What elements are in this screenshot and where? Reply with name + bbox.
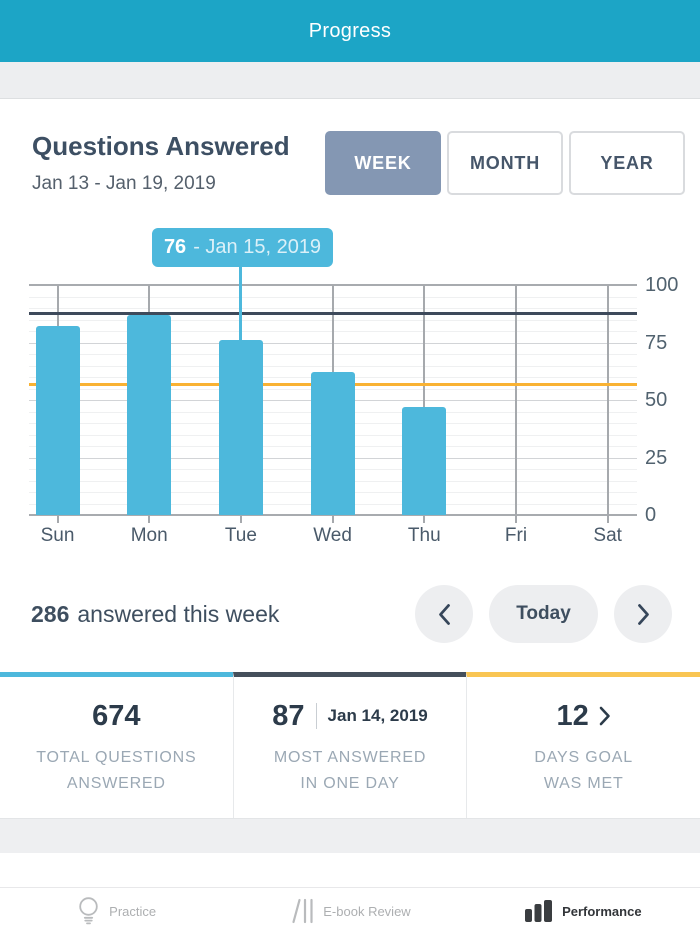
- stat-label-line1: TOTAL QUESTIONS: [36, 749, 197, 766]
- bar-wed[interactable]: [310, 372, 355, 515]
- x-axis-labels: Sun Mon Tue Wed Thu Fri Sat: [29, 525, 637, 551]
- x-axis-label: Wed: [313, 525, 352, 546]
- stat-label-line2: ANSWERED: [66, 774, 166, 792]
- y-axis-label: 50: [645, 389, 668, 411]
- plot-area: [29, 284, 637, 523]
- x-axis-label: Mon: [130, 525, 168, 546]
- chart-region: 76 - Jan 15, 2019 Sun Mon Tue Wed Thu Fri Sat …: [0, 228, 700, 555]
- tab-month[interactable]: MONTH: [447, 131, 563, 195]
- app-header: Progress: [0, 0, 700, 62]
- day-gridline: [606, 285, 609, 523]
- tab-label: Performance: [562, 903, 642, 919]
- y-axis-label: 75: [645, 331, 668, 354]
- section-date-range: Jan 13 - Jan 19, 2019: [32, 173, 216, 194]
- y-axis-label: 25: [645, 446, 668, 469]
- bar-thu[interactable]: [402, 406, 447, 515]
- stat-label: DAYS GOAL WAS MET: [467, 745, 700, 796]
- title-block: Questions Answered Jan 13 - Jan 19, 2019: [32, 131, 290, 195]
- day-gridline: [515, 285, 517, 523]
- stat-label: MOST ANSWERED IN ONE DAY: [234, 745, 467, 796]
- y-axis-label: 0: [645, 504, 657, 526]
- subheader-strip: [0, 62, 700, 99]
- stat-label-line1: DAYS GOAL: [534, 749, 633, 766]
- today-button[interactable]: Today: [489, 585, 598, 643]
- stat-value: 674: [92, 699, 141, 732]
- tooltip-label: - Jan 15, 2019: [193, 236, 322, 258]
- stat-label: TOTAL QUESTIONS ANSWERED: [0, 745, 233, 796]
- prev-week-button[interactable]: [415, 585, 473, 643]
- stat-value: 12: [556, 699, 589, 732]
- goal-line: [29, 311, 637, 315]
- bar-sun[interactable]: [35, 326, 80, 515]
- stat-card-days-goal-met[interactable]: 12 DAYS GOAL WAS MET: [466, 672, 700, 818]
- title-row: Questions Answered Jan 13 - Jan 19, 2019…: [0, 99, 700, 228]
- bar-tue[interactable]: [218, 340, 263, 515]
- stat-card-most-answered: 87 Jan 14, 2019 MOST ANSWERED IN ONE DAY: [232, 672, 467, 818]
- tab-performance[interactable]: Performance: [467, 888, 700, 934]
- range-tabs: WEEK MONTH YEAR: [325, 131, 685, 195]
- bottom-tab-bar: Practice E-book Review Performance: [0, 887, 700, 934]
- chevron-left-icon: [437, 603, 452, 626]
- tab-label: E-book Review: [323, 903, 411, 919]
- chevron-right-icon: [636, 603, 651, 626]
- tab-week[interactable]: WEEK: [325, 131, 441, 195]
- x-axis-label: Thu: [407, 525, 441, 546]
- lightbulb-icon: [77, 896, 100, 926]
- bar-chart-icon: [525, 900, 553, 922]
- page-title: Progress: [308, 19, 392, 42]
- bar-mon[interactable]: [127, 314, 172, 515]
- tab-practice[interactable]: Practice: [0, 888, 233, 934]
- bottom-gray-strip: [0, 818, 700, 853]
- chart-tooltip: 76 - Jan 15, 2019: [152, 228, 333, 267]
- week-summary-row: 286 answered this week Today: [0, 585, 700, 643]
- stat-label-line2: IN ONE DAY: [300, 774, 400, 792]
- tooltip-value: 76: [163, 236, 187, 258]
- x-axis-label: Tue: [224, 525, 257, 546]
- week-summary-count: 286: [31, 600, 70, 627]
- x-axis-label: Sun: [40, 525, 75, 546]
- stat-date: Jan 14, 2019: [327, 706, 428, 725]
- tab-ebook-review[interactable]: E-book Review: [233, 888, 466, 934]
- stat-label-line1: MOST ANSWERED: [273, 749, 427, 766]
- stats-cards: 674 TOTAL QUESTIONS ANSWERED 87 Jan 14, …: [0, 672, 700, 818]
- stat-label-line2: WAS MET: [543, 774, 624, 792]
- section-title: Questions Answered: [32, 131, 290, 161]
- y-axis-label: 100: [645, 274, 679, 296]
- stat-card-total-answered: 674 TOTAL QUESTIONS ANSWERED: [0, 672, 233, 818]
- next-week-button[interactable]: [614, 585, 672, 643]
- x-axis-label: Fri: [504, 525, 528, 546]
- week-summary-text: 286 answered this week: [31, 601, 279, 628]
- chevron-right-icon: [598, 706, 611, 726]
- tab-year[interactable]: YEAR: [569, 131, 685, 195]
- day-gridline: [423, 285, 426, 523]
- bottom-white-strip: [0, 853, 700, 887]
- tooltip-pointer-line: [239, 267, 242, 340]
- tab-label: Practice: [109, 903, 157, 919]
- value-divider: [315, 703, 317, 729]
- x-axis-label: Sat: [593, 525, 622, 546]
- ebook-icon: [289, 898, 314, 924]
- week-summary-caption: answered this week: [77, 600, 280, 627]
- stat-value: 87: [272, 699, 305, 732]
